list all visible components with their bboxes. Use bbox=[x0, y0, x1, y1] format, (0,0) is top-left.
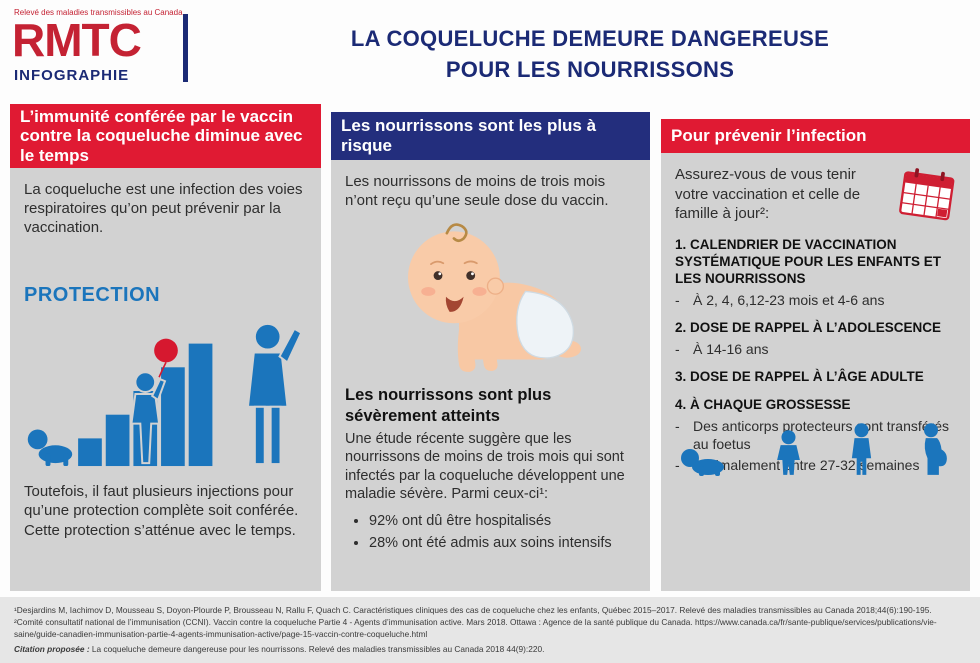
child-with-balloon-icon bbox=[130, 338, 178, 464]
panel3-header: Pour prévenir l’infection bbox=[661, 119, 970, 153]
adult-icon bbox=[246, 322, 303, 465]
panel3-body: Assurez-vous de vous tenir votre vaccina… bbox=[661, 153, 970, 486]
statistics-list: 92% ont dû être hospitalisés 28% ont été… bbox=[369, 510, 636, 555]
infographie-label: INFOGRAPHIE bbox=[14, 67, 130, 84]
brand-divider bbox=[183, 14, 188, 82]
panel1-outro-text: Toutefois, il faut plusieurs injections … bbox=[24, 482, 299, 539]
panel1-intro-text: La coqueluche est une infection des voie… bbox=[24, 181, 303, 237]
panel1-header: L’immunité conférée par le vaccin contre… bbox=[10, 104, 321, 168]
schedule-item-4-detail-1: - Des anticorps protecteurs sont transfé… bbox=[675, 417, 956, 453]
citation-line: Citation proposée : La coqueluche demeur… bbox=[14, 643, 966, 655]
crawling-baby-illustration bbox=[345, 212, 636, 383]
footer-references: ¹Desjardins M, Iachimov D, Mousseau S, D… bbox=[0, 597, 980, 663]
reference-1: ¹Desjardins M, Iachimov D, Mousseau S, D… bbox=[14, 605, 932, 615]
baby-crawling-icon bbox=[27, 429, 73, 466]
panel-vaccine-immunity: L’immunité conférée par le vaccin contre… bbox=[10, 104, 321, 591]
schedule-item-2-detail: - À 14-16 ans bbox=[675, 340, 956, 358]
protection-chart-illustration bbox=[24, 313, 307, 474]
panel2-body: Les nourrissons de moins de trois mois n… bbox=[331, 160, 650, 567]
rmtc-logo: RMTC bbox=[12, 14, 142, 66]
title-line2: POUR LES NOURRISSONS bbox=[445, 56, 735, 82]
page-title: LA COQUELUCHE DEMEURE DANGEREUSE POUR LE… bbox=[240, 24, 940, 86]
citation-label: Citation proposée : bbox=[14, 644, 90, 655]
dash-marker: - bbox=[675, 340, 680, 357]
schedule-item-3-title: 3. DOSE DE RAPPEL À L’ÂGE ADULTE bbox=[675, 368, 924, 384]
schedule-item-4-title: 4. À CHAQUE GROSSESSE bbox=[675, 396, 851, 412]
dash-marker: - bbox=[675, 417, 680, 434]
schedule-item-1-detail-text: À 2, 4, 6,12-23 mois et 4-6 ans bbox=[693, 291, 885, 308]
title-line1: LA COQUELUCHE DEMEURE DANGEREUSE bbox=[350, 26, 830, 51]
panel-prevention: Pour prévenir l’infection Assurez-vous d… bbox=[661, 119, 970, 591]
dash-marker: - bbox=[675, 291, 680, 308]
panel3-intro-text: Assurez-vous de vous tenir votre vaccina… bbox=[675, 166, 861, 222]
baby-crawling-icon bbox=[681, 449, 724, 477]
panel2-study-text: Une étude récente suggère que les nourri… bbox=[345, 430, 625, 503]
panel2-header: Les nourrissons sont les plus à risque bbox=[331, 112, 650, 160]
balloon-icon bbox=[154, 338, 178, 362]
panel2-subheading: Les nourrissons sont plus sévèrement att… bbox=[345, 386, 552, 425]
schedule-item-2: 2. DOSE DE RAPPEL À L’ADOLESCENCE - À 14… bbox=[675, 320, 956, 358]
schedule-item-1: 1. CALENDRIER DE VACCINATION SYSTÉMATIQU… bbox=[675, 237, 956, 309]
adolescent-icon bbox=[851, 423, 872, 476]
protection-bars-figures-illustration bbox=[27, 322, 303, 466]
citation-text: La coqueluche demeure dangereuse pour le… bbox=[91, 644, 545, 655]
calendar-icon bbox=[898, 167, 956, 226]
schedule-item-1-title: 1. CALENDRIER DE VACCINATION SYSTÉMATIQU… bbox=[675, 237, 942, 286]
age-group-figures bbox=[679, 423, 952, 477]
schedule-item-2-detail-text: À 14-16 ans bbox=[693, 340, 769, 357]
dash-marker: - bbox=[675, 457, 680, 473]
schedule-item-1-detail: - À 2, 4, 6,12-23 mois et 4-6 ans bbox=[675, 291, 956, 309]
stat-hospitalised: 92% ont dû être hospitalisés bbox=[369, 510, 636, 532]
schedule-item-4-detail-1-text: Des anticorps protecteurs sont transféré… bbox=[693, 417, 950, 452]
baby-cartoon-icon bbox=[407, 223, 581, 373]
reference-2: ²Comité consultatif national de l’immuni… bbox=[14, 617, 937, 640]
protection-label: PROTECTION bbox=[24, 283, 161, 306]
schedule-item-2-title: 2. DOSE DE RAPPEL À L’ADOLESCENCE bbox=[675, 319, 942, 335]
child-icon bbox=[777, 430, 800, 476]
stat-intensive-care: 28% ont été admis aux soins intensifs bbox=[369, 532, 636, 554]
panel-infants-at-risk: Les nourrissons sont les plus à risque L… bbox=[331, 112, 650, 591]
panel1-body: La coqueluche est une infection des voie… bbox=[10, 168, 321, 552]
pregnant-woman-icon bbox=[924, 423, 947, 476]
panel2-intro-text: Les nourrissons de moins de trois mois n… bbox=[345, 173, 609, 210]
schedule-item-3: 3. DOSE DE RAPPEL À L’ÂGE ADULTE bbox=[675, 369, 956, 386]
journal-tagline: Relevé des maladies transmissibles au Ca… bbox=[14, 8, 183, 17]
